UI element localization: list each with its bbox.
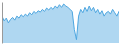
- marks: [2, 4, 119, 43]
- area: [2, 4, 119, 43]
- chart: [0, 0, 120, 45]
- plot: [2, 3, 119, 44]
- line: [2, 4, 119, 40]
- y-axis: [2, 3, 3, 44]
- y-axis-line: [2, 3, 3, 44]
